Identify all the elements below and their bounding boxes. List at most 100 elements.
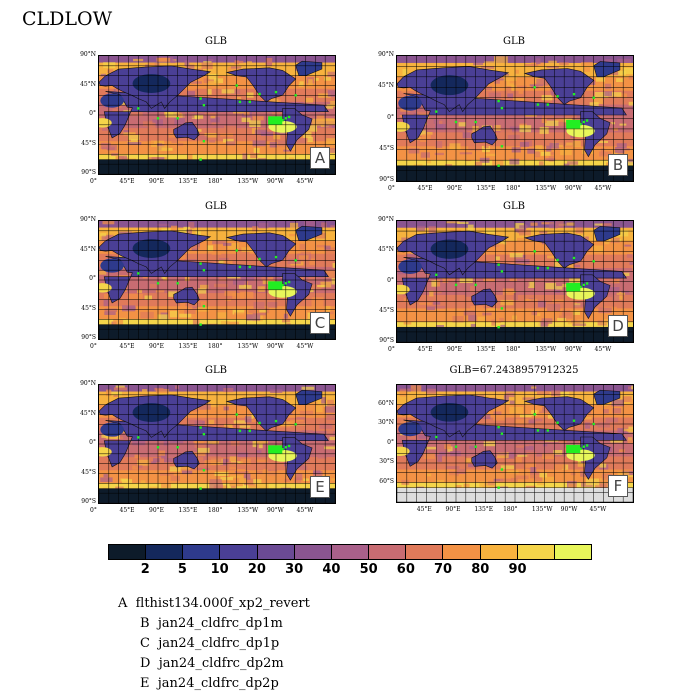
lon-tick-label: 90°E [445,506,461,513]
legend-entry: C jan24_cldfrc_dp1p [140,636,279,651]
panel-title: GLB [205,201,227,212]
colorbar-tick-label: 90 [508,562,527,577]
lat-tick-label: 90°N [378,216,394,223]
lat-tick-label: 30°N [378,419,394,426]
lon-tick-label: 45°E [416,506,432,513]
lat-tick-label: 45°N [80,80,96,88]
lon-tick-label: 45°W [589,506,607,513]
legend-letter: E [140,676,158,691]
panel-title: GLB [503,201,525,212]
legend-case-name: jan24_cldfrc_dp2m [158,656,284,671]
colorbar-tick-label: 2 [140,562,150,577]
lon-tick-label: 180° [208,178,223,185]
lat-tick-label: 0° [89,439,96,446]
lat-tick-label: 0° [89,110,96,117]
legend-letter: D [140,656,159,671]
colorbar-box [294,545,332,559]
lat-tick-label: 0° [387,438,394,446]
lon-tick-label: 45°W [296,343,314,350]
lon-tick-label: 90°E [447,346,463,353]
lon-tick-label: 90°W [267,343,284,350]
legend-case-name: jan24_cldfrc_dp1m [157,616,283,631]
legend-entry: D jan24_cldfrc_dp2m [140,656,284,671]
lon-tick-label: 135°W [237,178,259,185]
panel-letter-c: C [310,312,330,334]
panel-letter-f: F [608,475,628,497]
lon-tick-label: 45°E [119,343,135,350]
panel-title: GLB [205,36,227,47]
lat-tick-label: 0° [387,113,394,121]
lon-tick-label: 135°E [474,506,494,513]
colorbar-box [517,545,555,559]
lat-tick-label: 90°S [81,334,96,341]
lat-tick-label: 45°N [378,82,394,90]
lon-tick-label: 90°W [560,506,578,513]
lon-tick-label: 90°W [565,346,582,353]
lon-tick-label: 180° [503,506,518,513]
legend-entry: A flthist134.000f_xp2_revert [118,596,310,611]
lon-tick-label: 90°W [267,507,284,514]
colorbar [108,544,592,560]
lat-tick-label: 90°N [80,380,96,387]
lat-tick-label: 30°S [379,458,394,465]
lon-tick-label: 0° [388,185,395,192]
colorbar-tick-label: 40 [322,562,341,577]
lon-tick-label: 135°W [535,346,557,353]
lon-tick-label: 90°W [267,178,284,185]
lat-tick-label: 0° [387,276,394,284]
lon-tick-label: 45°E [119,178,135,185]
panel-letter-b: B [608,154,628,176]
colorbar-box [554,545,592,559]
legend-letter: C [140,636,159,651]
lat-tick-label: 45°N [80,409,96,417]
colorbar-tick-label: 30 [285,562,304,577]
colorbar-tick-label: 60 [396,562,415,577]
panel-title: GLB=67.2438957912325 [449,365,579,376]
world-map [98,384,336,504]
lon-tick-label: 45°W [296,178,314,185]
colorbar-box [443,545,481,559]
page-title: CLDLOW [22,8,113,30]
colorbar-tick-label: 5 [177,562,187,577]
colorbar-box [257,545,295,559]
lon-tick-label: 45°E [119,507,135,514]
lon-tick-label: 135°W [535,185,557,192]
lon-tick-label: 0° [388,346,395,353]
lat-tick-label: 90°S [379,337,394,344]
panel-title: GLB [205,365,227,376]
lon-tick-label: 90°E [149,178,165,185]
lat-tick-label: 90°S [81,169,96,176]
lat-tick-label: 45°N [378,246,394,254]
colorbar-box [183,545,221,559]
panel-letter-a: A [310,147,330,169]
legend-case-name: jan24_cldfrc_dp1p [158,636,280,651]
legend-letter: B [140,616,158,631]
lon-tick-label: 135°E [476,346,496,353]
lon-tick-label: 45°E [417,185,433,192]
panel-title: GLB [503,36,525,47]
colorbar-tick-label: 10 [210,562,229,577]
lat-tick-label: 45°S [379,144,394,152]
lon-tick-label: 90°E [447,185,463,192]
lat-tick-label: 45°S [81,139,96,147]
lon-tick-label: 0° [90,178,97,185]
lat-tick-label: 45°S [81,304,96,312]
lon-tick-label: 0° [90,343,97,350]
lat-tick-label: 45°S [81,468,96,476]
legend-letter: A [118,596,136,611]
legend-case-name: flthist134.000f_xp2_revert [135,596,310,611]
world-map [396,220,634,343]
colorbar-box [331,545,370,559]
colorbar-tick-label: 70 [434,562,453,577]
lat-tick-label: 45°N [80,245,96,253]
lat-tick-label: 90°N [80,216,96,223]
lon-tick-label: 90°E [149,507,165,514]
lon-tick-label: 45°W [594,185,612,192]
panel-letter-d: D [608,315,628,337]
colorbar-box [406,545,444,559]
lon-tick-label: 135°E [178,343,198,350]
lon-tick-label: 180° [208,507,223,514]
lat-tick-label: 60°S [379,477,394,485]
colorbar-tick-label: 20 [247,562,266,577]
lat-tick-label: 90°N [378,51,394,58]
